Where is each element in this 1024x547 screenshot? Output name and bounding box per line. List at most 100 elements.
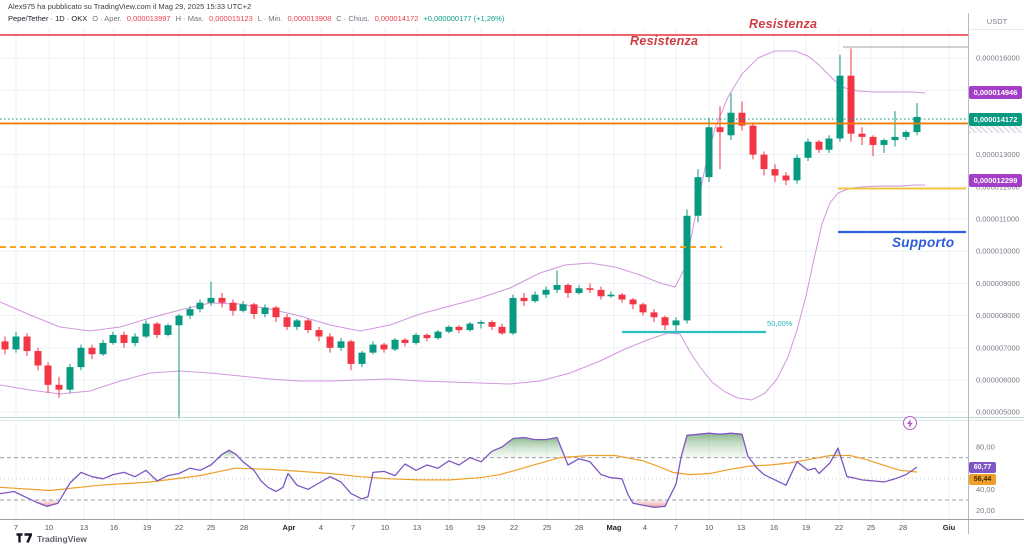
candle-body xyxy=(142,323,150,337)
candle-body xyxy=(902,132,910,137)
time-axis-label[interactable]: 10 xyxy=(705,523,713,532)
time-axis-label[interactable]: 16 xyxy=(770,523,778,532)
high-value: 0,000015123 xyxy=(208,14,253,23)
candle-body xyxy=(618,294,626,300)
time-axis-label[interactable]: 22 xyxy=(175,523,183,532)
rsi-ma-value-badge: 56,44 xyxy=(969,474,996,485)
candle-body xyxy=(164,325,172,335)
bollinger-lower-line xyxy=(0,184,925,401)
time-axis-label[interactable]: 25 xyxy=(867,523,875,532)
symbol-title[interactable]: Pepe/Tether · 1D · OKX xyxy=(8,14,88,23)
candle-body xyxy=(694,177,702,216)
price-countdown-strip xyxy=(969,125,1022,133)
candle-body xyxy=(109,334,117,343)
candle-body xyxy=(825,138,833,150)
price-axis-label: 0,000006000 xyxy=(976,376,1020,385)
time-axis-label[interactable]: 7 xyxy=(351,523,355,532)
rsi-line xyxy=(0,432,918,509)
open-value: 0,000013997 xyxy=(126,14,171,23)
price-axis-label: 0,000013000 xyxy=(976,150,1020,159)
time-axis-label[interactable]: Apr xyxy=(283,523,296,532)
resistance-annotation-top[interactable]: Resistenza xyxy=(749,17,818,31)
time-axis-label[interactable]: 7 xyxy=(674,523,678,532)
price-axis-currency[interactable]: USDT xyxy=(970,14,1024,30)
rsi-axis-label: 20,00 xyxy=(976,506,995,515)
candle-body xyxy=(738,112,746,126)
time-axis-label[interactable]: 13 xyxy=(737,523,745,532)
candle-body xyxy=(347,341,355,364)
time-axis-label[interactable]: 16 xyxy=(110,523,118,532)
rsi-oversold-fill xyxy=(631,500,669,508)
close-value: 0,000014172 xyxy=(374,14,419,23)
time-axis-label[interactable]: Mag xyxy=(607,523,622,532)
candle-body xyxy=(261,307,269,314)
candle-body xyxy=(358,352,366,364)
resistance-annotation-mid[interactable]: Resistenza xyxy=(630,34,699,48)
time-axis-label[interactable]: 19 xyxy=(802,523,810,532)
candle-body xyxy=(12,336,20,350)
time-axis-label[interactable]: 28 xyxy=(899,523,907,532)
time-axis-label[interactable]: 4 xyxy=(319,523,323,532)
price-axis-label: 0,000007000 xyxy=(976,343,1020,352)
tradingview-brand-text[interactable]: TradingView xyxy=(37,533,87,544)
rsi-overbought-fill xyxy=(485,437,565,458)
close-label: C · Chius. xyxy=(336,14,370,23)
candle-body xyxy=(716,127,724,133)
time-axis-label[interactable]: 10 xyxy=(45,523,53,532)
time-axis-label[interactable]: 25 xyxy=(543,523,551,532)
price-axis-label: 0,000011000 xyxy=(976,215,1019,224)
time-axis-label[interactable]: 22 xyxy=(835,523,843,532)
candle-body xyxy=(131,336,139,343)
time-axis-label[interactable]: 28 xyxy=(575,523,583,532)
high-label: H · Max. xyxy=(175,14,204,23)
low-value: 0,000013908 xyxy=(287,14,332,23)
candle-body xyxy=(836,75,844,139)
candle-body xyxy=(239,304,247,311)
price-axis-label: 0,000005000 xyxy=(976,408,1020,417)
candle-body xyxy=(705,127,713,178)
candle-body xyxy=(847,75,855,134)
candle-body xyxy=(55,384,63,390)
time-axis-label[interactable]: 13 xyxy=(413,523,421,532)
support-annotation[interactable]: Supporto xyxy=(892,235,955,250)
candle-body xyxy=(509,297,517,334)
candle-body xyxy=(175,315,183,326)
boost-button[interactable] xyxy=(903,416,917,430)
candle-body xyxy=(564,285,572,294)
candle-body xyxy=(250,304,258,314)
candle-body xyxy=(196,302,204,310)
time-axis-label[interactable]: 25 xyxy=(207,523,215,532)
rsi-axis-label: 40,00 xyxy=(976,485,995,494)
last-price-badge: 0,000014172 xyxy=(969,112,1022,126)
candle-body xyxy=(207,297,215,303)
time-axis-label[interactable]: 28 xyxy=(240,523,248,532)
footer: TradingView xyxy=(16,533,87,544)
time-axis-label[interactable]: 16 xyxy=(445,523,453,532)
time-axis-label[interactable]: 7 xyxy=(14,523,18,532)
candle-body xyxy=(650,312,658,318)
rsi-oversold-fill xyxy=(31,500,60,507)
time-axis-label[interactable]: 10 xyxy=(381,523,389,532)
candle-body xyxy=(455,326,463,331)
time-axis-label[interactable]: 22 xyxy=(510,523,518,532)
candle-body xyxy=(869,136,877,145)
change-value: +0,000000177 (+1,26%) xyxy=(423,14,505,23)
candle-body xyxy=(520,297,528,302)
candle-body xyxy=(77,347,85,368)
tradingview-logo-icon[interactable] xyxy=(16,533,32,544)
time-axis-label[interactable]: 13 xyxy=(80,523,88,532)
candle-body xyxy=(369,344,377,353)
time-axis-label[interactable]: 19 xyxy=(477,523,485,532)
rsi-overbought-fill xyxy=(218,450,239,458)
candle-body xyxy=(639,304,647,313)
candle-body xyxy=(23,336,31,352)
time-axis-label[interactable]: Giu xyxy=(943,523,956,532)
candle-body xyxy=(218,297,226,303)
candle-body xyxy=(283,317,291,327)
time-axis-label[interactable]: 4 xyxy=(643,523,647,532)
candle-body xyxy=(304,320,312,331)
time-axis-label[interactable]: 19 xyxy=(143,523,151,532)
fib-level-label: 50,00% xyxy=(767,319,793,328)
